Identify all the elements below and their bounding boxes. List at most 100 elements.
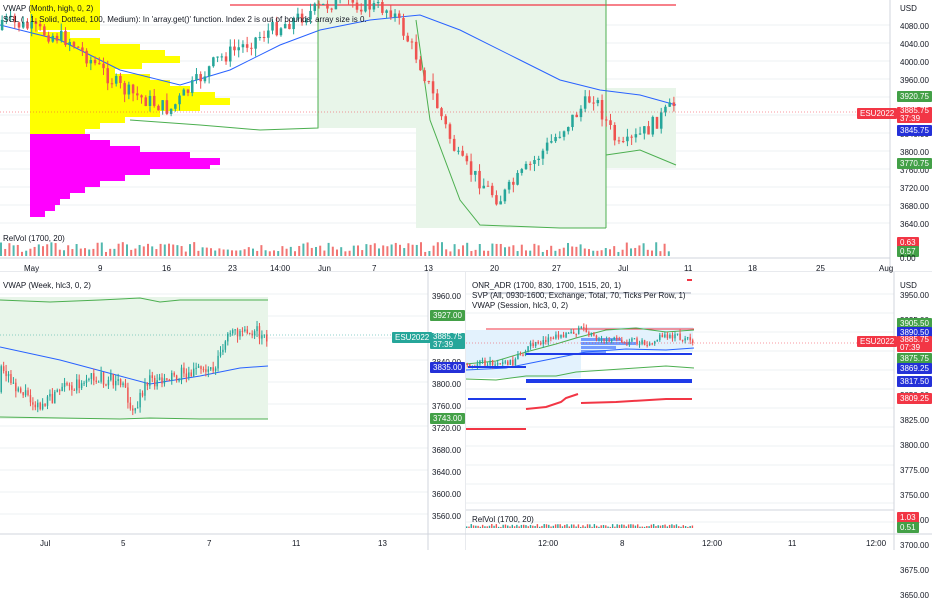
br-candle-candle (666, 334, 669, 338)
br-badge-1: 3905.50 (897, 318, 932, 329)
bl-candle-candle (10, 374, 12, 384)
bl-candle-candle (22, 392, 24, 396)
relvol-bar (575, 526, 577, 528)
top-candle-candle (161, 100, 164, 111)
bl-candle-candle (97, 381, 100, 383)
relvol-bar (243, 249, 246, 256)
relvol-bar (518, 526, 520, 528)
volume-profile-bar (30, 186, 85, 193)
price-tick-label: 4080.00 (900, 22, 929, 31)
legend-onr-adr[interactable]: ONR_ADR (1700, 830, 1700, 1515, 20, 1) (472, 281, 621, 290)
top-candle-candle (89, 59, 93, 64)
br-candle-candle (532, 343, 534, 346)
top-candle-candle (465, 155, 469, 162)
relvol-bar (315, 246, 317, 256)
bl-candle-candle (178, 380, 180, 382)
legend-relvol-top[interactable]: RelVol (1700, 20) (3, 234, 65, 243)
price-tick-label: 3650.00 (900, 591, 929, 600)
bl-candle-candle (224, 341, 227, 350)
top-candle-candle (659, 112, 663, 129)
bl-candle-candle (107, 379, 110, 386)
br-badge-6: 3817.50 (897, 376, 932, 387)
bottom-right-pane[interactable]: ONR_ADR (1700, 830, 1700, 1515, 20, 1) S… (466, 272, 932, 600)
time-tick-label: Jul (618, 264, 629, 273)
top-candle-candle (72, 42, 76, 47)
relvol-bar (294, 251, 296, 256)
relvol-bar (189, 244, 191, 256)
top-price-chart[interactable] (0, 0, 932, 272)
top-candle-candle (334, 0, 338, 10)
volume-profile-bar (30, 32, 70, 39)
bottom-right-price-chart[interactable] (466, 272, 932, 550)
bottom-left-pane[interactable]: VWAP (Week, hlc3, 0, 2) 3960.003920.0038… (0, 272, 466, 550)
br-candle-candle (507, 361, 509, 365)
top-candle-candle (402, 17, 405, 36)
top-candle-candle (528, 163, 532, 165)
legend-vwap-week[interactable]: VWAP (Week, hlc3, 0, 2) (3, 281, 91, 290)
relvol-bar (323, 250, 326, 256)
bottom-left-price-chart[interactable] (0, 272, 466, 550)
bl-candle-candle (202, 369, 205, 371)
bl-candle-candle (205, 369, 207, 372)
time-tick-label: 7 (372, 264, 377, 273)
time-tick-label: 14:00 (270, 264, 291, 273)
legend-relvol-br[interactable]: RelVol (1700, 20) (472, 515, 534, 524)
top-candle-candle (393, 13, 397, 18)
br-badge-5: 3869.25 (897, 363, 932, 374)
legend-sgl-error[interactable]: SGL ( , 1, Solid, Dotted, 100, Medium): … (3, 15, 367, 24)
bl-candle-candle (129, 402, 132, 409)
top-candle-candle (262, 37, 266, 39)
top-candle-candle (169, 108, 173, 114)
br-candle-candle (684, 338, 686, 341)
relvol-bar (71, 249, 74, 256)
top-candle-candle (309, 10, 312, 20)
relvol-bar (529, 524, 532, 528)
relvol-bar (655, 242, 658, 256)
relvol-bar (109, 248, 112, 256)
relvol-bar (655, 526, 657, 528)
br-candle-candle (615, 337, 618, 340)
br-candle-candle (679, 333, 681, 340)
legend-vwap-session[interactable]: VWAP (Session, hlc3, 0, 2) (472, 301, 569, 310)
legend-svp[interactable]: SVP (All, 0930-1600, Exchange, Total, 70… (472, 291, 686, 300)
br-candle-candle (623, 342, 626, 344)
relvol-bar (638, 245, 641, 256)
bl-candle-candle (166, 378, 168, 380)
br-candle-candle (476, 364, 479, 368)
relvol-bar (134, 248, 137, 256)
top-candle-candle (436, 93, 439, 109)
bl-candle-candle (239, 330, 241, 337)
relvol-bar (504, 247, 506, 256)
relvol-bar (445, 249, 448, 256)
relvol-bar (172, 244, 175, 256)
top-candle-candle (626, 136, 629, 142)
top-candle-candle (267, 30, 270, 38)
relvol-bar (470, 524, 472, 528)
relvol-bar (142, 246, 145, 256)
relvol-bar (634, 247, 637, 256)
br-candle-candle (600, 338, 603, 340)
top-pane[interactable]: VWAP (Month, high, 0, 2) SGL ( , 1, Soli… (0, 0, 932, 273)
bl-candle-candle (83, 382, 85, 384)
top-candle-candle (385, 10, 388, 13)
relvol-bar (327, 242, 330, 256)
legend-vwap-month[interactable]: VWAP (Month, high, 0, 2) (3, 4, 94, 13)
br-candle-candle (641, 340, 643, 344)
relvol-bar (37, 244, 40, 256)
br-badge-7: 3809.25 (897, 393, 932, 404)
top-candle-candle (609, 120, 612, 126)
price-badge-lower-blue: 3845.75 (897, 125, 932, 136)
relvol-bar (488, 525, 491, 528)
br-candle-candle (681, 339, 684, 341)
volume-profile-bar (30, 110, 160, 117)
br-candle-candle (691, 340, 694, 343)
relvol-bar (562, 247, 565, 256)
relvol-bar (646, 526, 648, 528)
top-candle-candle (457, 150, 460, 152)
top-candle-candle (0, 19, 4, 30)
top-candle-candle (372, 3, 376, 10)
relvol-bar (546, 249, 548, 256)
top-candle-candle (271, 22, 274, 31)
top-candle-candle (34, 21, 38, 24)
relvol-bar (420, 242, 422, 256)
